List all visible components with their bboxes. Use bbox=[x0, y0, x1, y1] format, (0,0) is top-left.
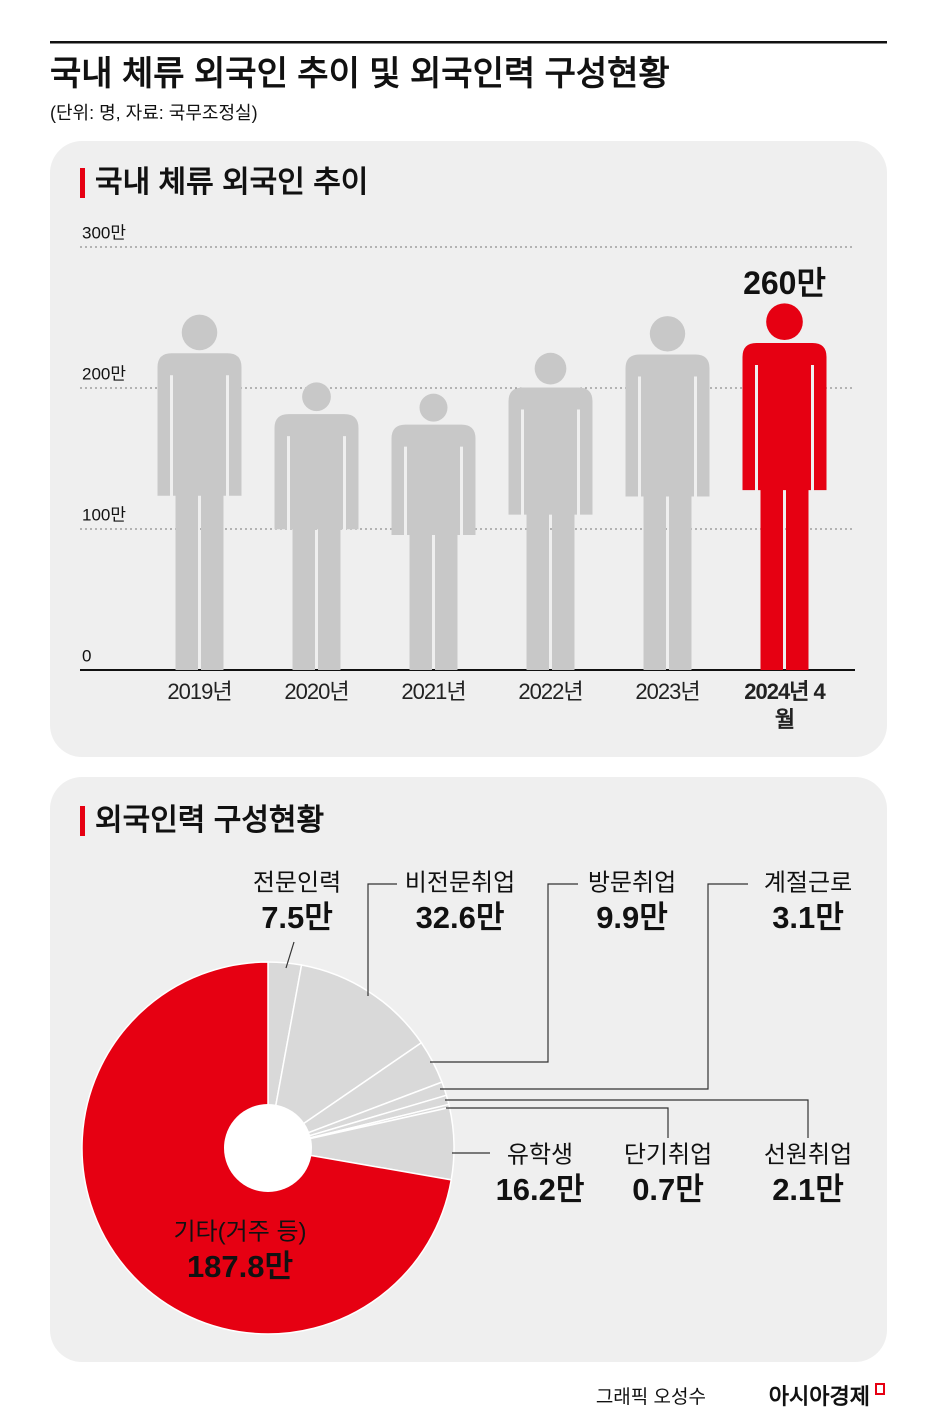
value-label: 9.9만 bbox=[596, 900, 668, 935]
credit: 그래픽 오성수 bbox=[596, 1386, 706, 1408]
person-bar bbox=[508, 352, 593, 670]
y-tick-label: 300만 bbox=[82, 223, 126, 242]
brand: 아시아경제 bbox=[769, 1384, 870, 1409]
value-label: 16.2만 bbox=[496, 1172, 585, 1207]
leader-line bbox=[446, 1107, 669, 1138]
subtitle: (단위: 명, 자료: 국무조정실) bbox=[50, 103, 258, 123]
title-marker bbox=[80, 806, 85, 836]
leader-line bbox=[440, 883, 748, 1090]
person-bar bbox=[625, 316, 710, 670]
person-bar bbox=[157, 314, 242, 670]
title-marker bbox=[80, 168, 85, 198]
value-label: 260만 bbox=[743, 265, 826, 301]
leader-line bbox=[367, 883, 397, 996]
pie-slice bbox=[266, 964, 423, 1150]
y-tick-label: 200만 bbox=[82, 364, 126, 383]
value-label: 187.8만 bbox=[187, 1249, 293, 1284]
y-tick-label: 0 bbox=[82, 646, 91, 665]
leader-line bbox=[430, 883, 578, 1063]
slice-label: 비전문취업 bbox=[405, 869, 515, 896]
person-bar bbox=[742, 303, 827, 670]
x-tick-label: 2024년 4월 bbox=[744, 679, 826, 732]
leader-line bbox=[285, 941, 295, 969]
value-label: 7.5만 bbox=[261, 900, 333, 935]
slice-label: 선원취업 bbox=[764, 1141, 852, 1168]
top-rule bbox=[50, 41, 887, 44]
slice-label: 유학생 bbox=[507, 1141, 573, 1168]
slice-label: 단기취업 bbox=[624, 1141, 712, 1168]
value-label: 3.1만 bbox=[772, 900, 844, 935]
x-tick-label: 2019년 bbox=[167, 679, 232, 704]
x-tick-label: 2021년 bbox=[401, 679, 466, 704]
main-title: 국내 체류 외국인 추이 및 외국인력 구성현황 bbox=[50, 55, 670, 93]
value-label: 32.6만 bbox=[416, 900, 505, 935]
slice-label: 계절근로 bbox=[764, 869, 852, 896]
panel-title: 외국인력 구성현황 bbox=[95, 804, 324, 837]
slice-label: 기타(거주 등) bbox=[173, 1218, 306, 1245]
donut-hole bbox=[224, 1104, 312, 1192]
value-label: 0.7만 bbox=[632, 1172, 704, 1207]
x-tick-label: 2020년 bbox=[284, 679, 349, 704]
slice-label: 방문취업 bbox=[588, 869, 676, 896]
person-bar bbox=[391, 393, 476, 670]
person-bar bbox=[274, 382, 359, 670]
x-tick-label: 2023년 bbox=[635, 679, 700, 704]
leader-line bbox=[445, 1099, 809, 1138]
x-tick-label: 2022년 bbox=[518, 679, 583, 704]
y-tick-label: 100만 bbox=[82, 505, 126, 524]
value-label: 2.1만 bbox=[772, 1172, 844, 1207]
panel-title: 국내 체류 외국인 추이 bbox=[95, 166, 368, 199]
slice-label: 전문인력 bbox=[253, 869, 341, 896]
brand-icon bbox=[875, 1383, 885, 1395]
